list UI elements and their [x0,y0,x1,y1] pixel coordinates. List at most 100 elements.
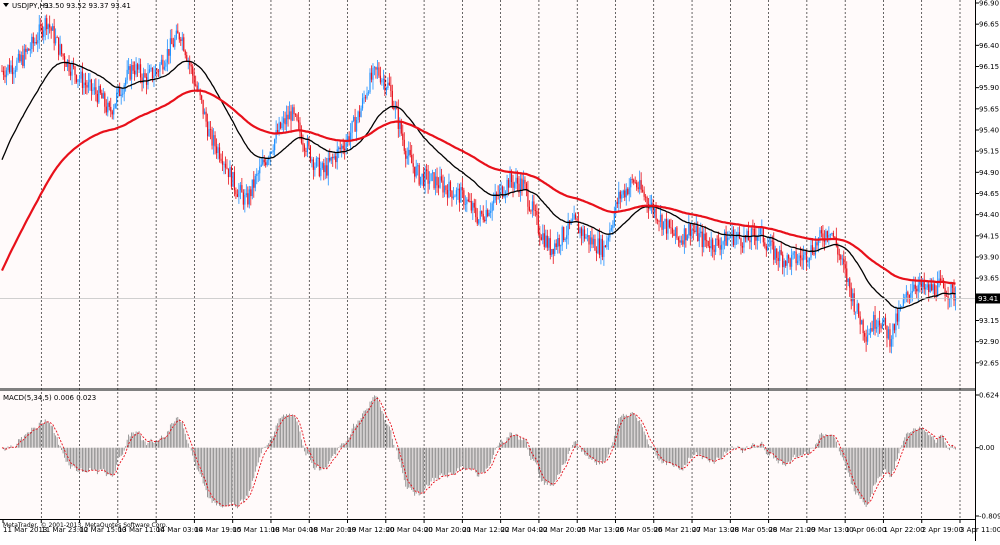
candle-body [485,210,487,222]
candle-body [844,264,846,269]
candle-body [533,201,535,211]
candle-body [165,62,167,67]
candle-body [801,257,803,261]
candle-body [615,202,617,213]
candle-body [880,325,882,329]
candle-body [223,163,225,165]
candle-body [361,98,364,109]
candle-body [522,179,525,190]
candle-body [650,202,653,206]
candle-body [719,245,721,250]
candle-body [250,189,252,197]
candle-body [385,88,387,91]
candle-body [254,175,256,188]
time-tick-label: 14 Mar 03:00 [156,526,203,534]
candle-body [245,193,247,196]
candle-body [89,79,91,83]
candle-body [572,219,574,221]
candle-body [506,179,508,193]
candle-body [327,157,329,176]
candle-body [29,49,31,51]
candle-body [594,238,596,251]
candle-body [531,201,533,212]
candle-body [914,284,916,289]
candle-body [612,225,614,229]
candle-body [443,185,446,193]
candle-body [716,238,718,240]
candle-body [686,235,688,241]
candle-body [183,37,185,51]
time-tick-label: 29 Mar 13:00 [807,526,854,534]
candle-body [269,152,271,159]
candle-body [454,196,456,198]
candle-body [202,99,204,115]
candle-body [817,237,820,246]
candle-body [323,163,325,173]
candle-body [72,64,75,67]
candle-body [577,221,580,234]
candle-body [759,228,761,235]
price-tick-label: 95.40 [979,127,999,135]
time-tick-label: 2 Apr 19:00 [922,526,963,534]
candle-body [400,121,402,134]
chart-title: USDJPY,H1 [12,2,49,10]
candle-body [951,284,954,288]
candle-body [679,240,681,243]
candle-body [111,111,113,115]
candle-body [148,69,151,73]
time-tick-label: 27 Mar 13:00 [692,526,739,534]
candle-body [907,292,909,295]
candle-body [177,30,179,34]
candle-body [372,67,374,80]
candle-body [940,278,942,281]
candle-body [437,185,440,188]
candle-body [427,171,429,184]
candle-body [826,231,828,238]
candle-body [858,303,860,317]
candle-body [928,284,930,293]
time-tick-label: 26 Mar 05:00 [615,526,662,534]
candle-body [750,228,752,243]
candle-body [837,245,839,255]
candle-body [81,71,84,88]
candle-body [673,233,675,236]
candle-body [799,255,802,258]
candle-body [257,173,259,175]
candle-body [266,160,268,166]
candle-body [424,169,426,187]
candle-body [363,97,365,99]
candle-body [855,311,857,313]
candle-body [478,219,480,224]
candle-body [464,204,466,206]
candle-body [238,190,240,197]
candle-body [314,166,316,170]
candle-body [285,114,288,125]
price-tick-label: 94.40 [979,211,999,219]
candle-body [95,87,97,95]
candle-body [482,213,484,220]
triangle-down-icon[interactable] [3,3,9,7]
candle-body [473,202,475,208]
candle-body [804,251,806,255]
candle-body [309,146,312,162]
candle-body [942,280,945,289]
candle-body [567,220,569,236]
candle-body [227,168,230,178]
candle-body [98,85,100,103]
candle-body [233,172,236,191]
candle-body [190,65,192,67]
candle-body [499,189,501,197]
candle-body [791,254,793,267]
candle-body [113,108,115,115]
candle-body [311,159,313,162]
candle-body [659,214,662,222]
candle-body [680,240,682,243]
copyright-text: MetaTrader, © 2001-2013, MetaQuotes Soft… [3,522,168,529]
candle-body [576,218,578,222]
candle-body [630,178,632,188]
candle-body [135,64,137,75]
candle-body [683,228,685,245]
candle-body [239,185,241,191]
